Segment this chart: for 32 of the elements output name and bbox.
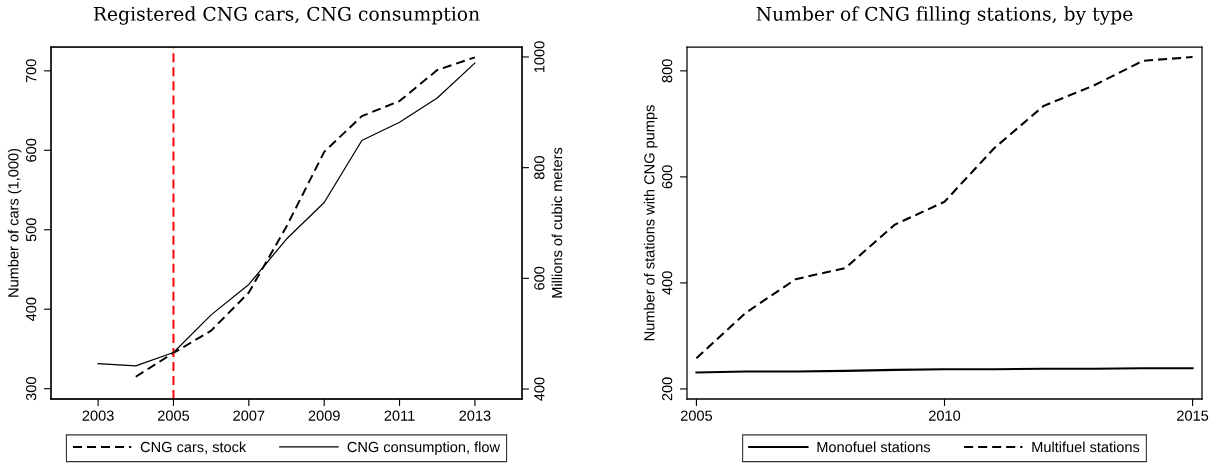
x-tick-label: 2013 xyxy=(459,410,491,421)
x-tick-label: 2005 xyxy=(157,410,190,421)
x-tick-label: 2011 xyxy=(384,410,415,421)
chart-title: Number of CNG filling stations, by type xyxy=(756,6,1133,25)
legend-label: CNG consumption, flow xyxy=(347,441,501,456)
x-tick-label: 2005 xyxy=(680,410,713,421)
y2-axis-title: Millions of cubic meters xyxy=(551,147,563,298)
y-tick-label: 600 xyxy=(25,138,37,162)
legend-label: CNG cars, stock xyxy=(140,441,247,454)
y2-tick-label: 800 xyxy=(534,156,545,180)
x-tick-label: 2003 xyxy=(82,410,114,421)
y2-tick-label: 1000 xyxy=(534,41,545,73)
y-axis-title: Number of stations with CNG pumps xyxy=(643,105,658,341)
y-tick-label: 700 xyxy=(25,59,37,83)
y-tick-label: 600 xyxy=(661,165,673,189)
y-tick-label: 400 xyxy=(25,297,37,322)
y-tick-label: 800 xyxy=(661,59,673,83)
legend-label: Monofuel stations xyxy=(817,441,931,453)
y2-tick-label: 600 xyxy=(534,266,545,290)
y-tick-label: 400 xyxy=(661,271,673,295)
x-tick-label: 2010 xyxy=(929,410,961,421)
y-tick-label: 500 xyxy=(25,218,37,242)
y-tick-label: 300 xyxy=(25,377,37,401)
x-tick-label: 2015 xyxy=(1177,410,1209,421)
y-tick-label: 200 xyxy=(661,377,673,401)
chart-title: Registered CNG cars, CNG consumption xyxy=(93,6,480,25)
legend-label: Multifuel stations xyxy=(1032,441,1140,453)
line-series xyxy=(695,56,1194,360)
y-axis-title: Number of cars (1,000) xyxy=(7,148,22,297)
x-tick-label: 2009 xyxy=(308,410,340,421)
x-tick-label: 2007 xyxy=(233,410,265,421)
y2-tick-label: 400 xyxy=(534,377,545,401)
